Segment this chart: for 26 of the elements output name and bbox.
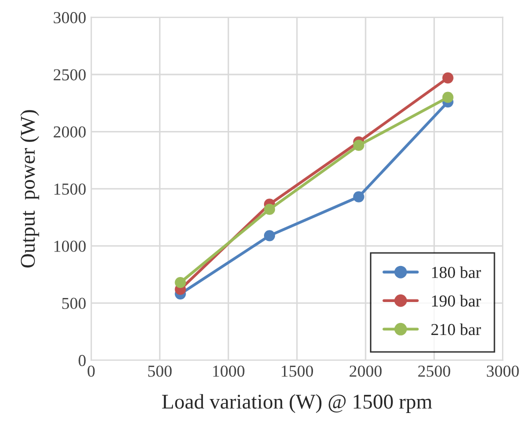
y-tick-label: 1500	[54, 183, 86, 195]
y-tick-label: 0	[78, 354, 86, 366]
x-tick-label: 500	[148, 366, 172, 377]
y-axis-title: Output power (W)	[20, 110, 40, 268]
point	[264, 230, 276, 242]
y-tick-label: 2000	[54, 126, 86, 138]
x-tick-label: 1000	[213, 366, 244, 377]
point	[353, 140, 364, 151]
point	[442, 72, 454, 84]
x-tick-label: 2000	[350, 366, 382, 377]
x-tick-label: 1500	[282, 366, 313, 377]
legend-label: 190 bar	[432, 294, 481, 307]
point	[174, 276, 186, 288]
x-axis-title: Load variation (W) @ 1500 rpm	[162, 394, 432, 413]
point	[442, 92, 454, 103]
y-tick-label: 3000	[54, 12, 86, 24]
y-tick-label: 500	[62, 298, 86, 310]
legend-label: 180 bar	[432, 266, 481, 278]
x-tick-label: 2500	[418, 366, 450, 377]
x-tick-label: 3000	[486, 366, 519, 377]
point	[353, 191, 364, 202]
x-tick-label: 0	[88, 366, 95, 377]
y-tick-label: 2500	[54, 69, 86, 80]
legend-label: 210 bar	[431, 323, 481, 336]
y-tick-label: 1000	[54, 240, 86, 252]
point	[264, 204, 276, 215]
